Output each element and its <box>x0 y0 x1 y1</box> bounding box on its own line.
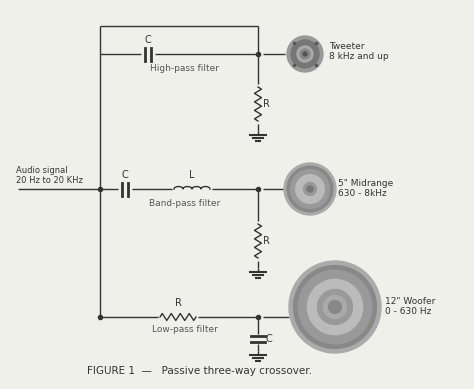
Circle shape <box>297 46 313 62</box>
Text: High-pass filter: High-pass filter <box>151 64 219 73</box>
Circle shape <box>289 261 381 353</box>
Text: R: R <box>263 236 270 246</box>
Text: Audio signal
20 Hz to 20 KHz: Audio signal 20 Hz to 20 KHz <box>16 166 83 185</box>
Text: Low-pass filter: Low-pass filter <box>152 325 218 334</box>
Circle shape <box>303 52 307 56</box>
Circle shape <box>287 166 333 212</box>
Circle shape <box>298 270 372 344</box>
Text: C: C <box>145 35 151 45</box>
Text: FIGURE 1  —   Passive three-way crossover.: FIGURE 1 — Passive three-way crossover. <box>88 366 312 376</box>
Circle shape <box>308 279 363 335</box>
Text: R: R <box>174 298 182 308</box>
Circle shape <box>293 266 376 349</box>
Text: Tweeter
8 kHz and up: Tweeter 8 kHz and up <box>329 42 389 61</box>
Circle shape <box>323 296 346 319</box>
Circle shape <box>291 170 329 209</box>
Circle shape <box>300 49 310 59</box>
Circle shape <box>328 301 341 314</box>
Circle shape <box>318 289 353 324</box>
Text: Band-pass filter: Band-pass filter <box>149 199 220 208</box>
Circle shape <box>296 175 324 203</box>
Text: 12" Woofer
0 - 630 Hz: 12" Woofer 0 - 630 Hz <box>385 297 436 316</box>
Circle shape <box>287 36 323 72</box>
Text: 5" Midrange
630 - 8kHz: 5" Midrange 630 - 8kHz <box>338 179 393 198</box>
Circle shape <box>284 163 336 215</box>
Text: R: R <box>263 99 270 109</box>
Circle shape <box>307 186 313 192</box>
Text: L: L <box>189 170 195 180</box>
Circle shape <box>303 182 317 196</box>
Text: C: C <box>122 170 128 180</box>
Circle shape <box>291 40 319 68</box>
Text: C: C <box>266 334 273 344</box>
